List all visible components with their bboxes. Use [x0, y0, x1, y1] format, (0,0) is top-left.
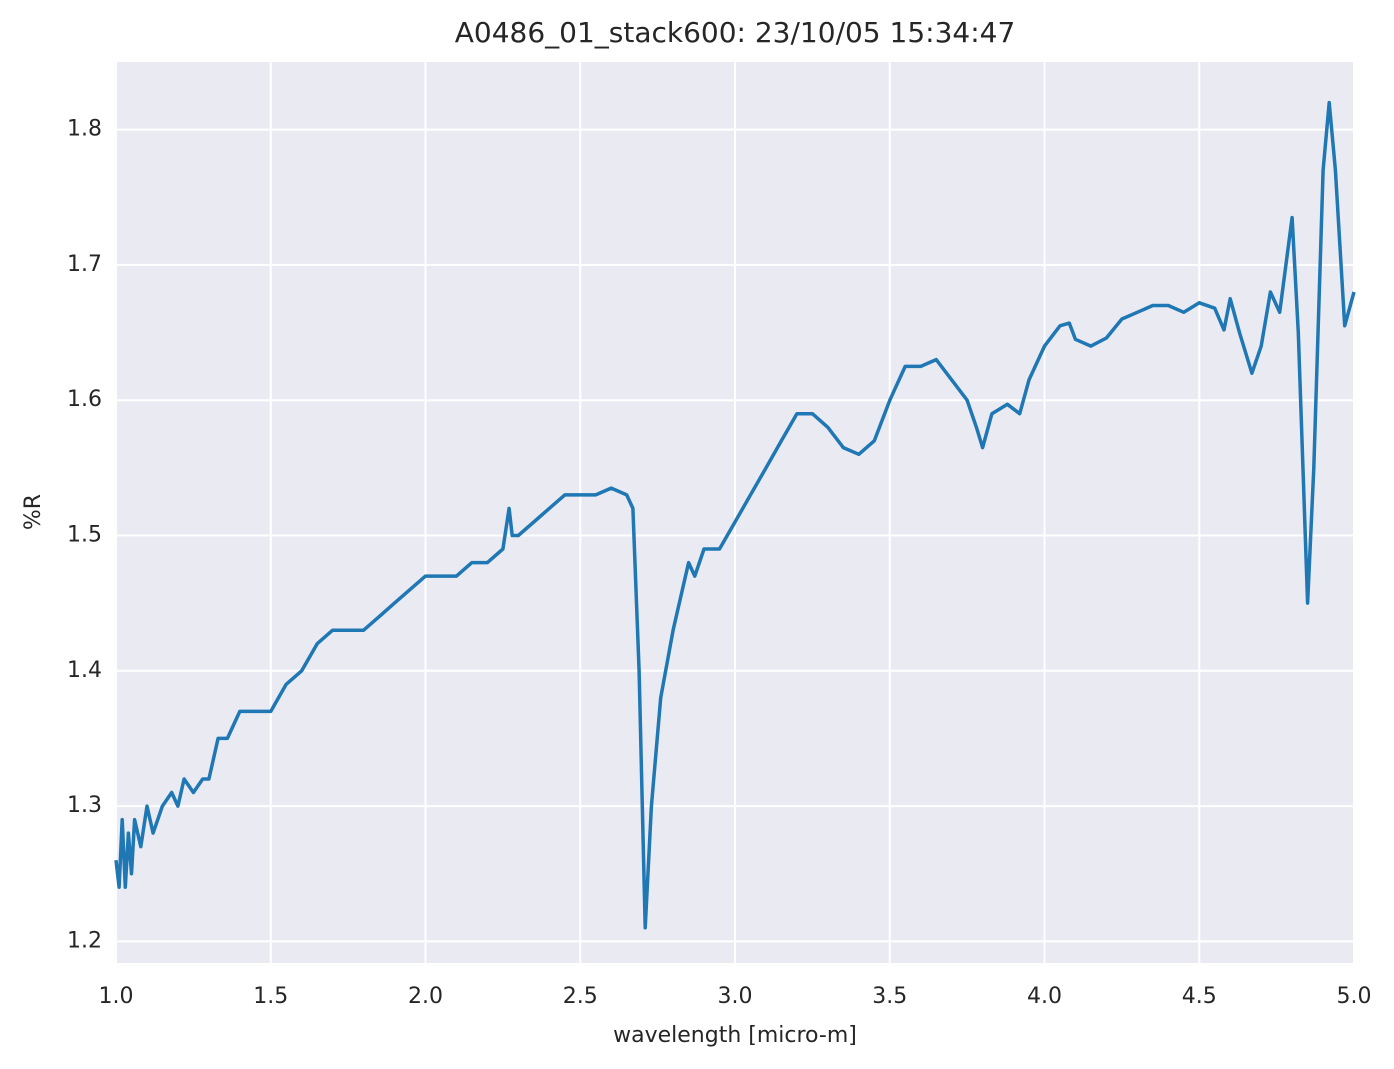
chart-title: A0486_01_stack600: 23/10/05 15:34:47 [455, 16, 1016, 49]
y-tick-label: 1.8 [67, 117, 102, 142]
x-tick-label: 2.0 [408, 984, 443, 1009]
y-axis-label: %R [21, 494, 46, 530]
x-tick-label: 1.0 [99, 984, 134, 1009]
x-tick-label: 1.5 [253, 984, 288, 1009]
x-axis-label: wavelength [micro-m] [613, 1023, 857, 1048]
y-tick-label: 1.7 [67, 252, 102, 277]
x-tick-label: 3.5 [872, 984, 907, 1009]
x-tick-label: 5.0 [1337, 984, 1372, 1009]
y-tick-label: 1.3 [67, 793, 102, 818]
y-tick-label: 1.5 [67, 522, 102, 547]
x-tick-label: 4.0 [1027, 984, 1062, 1009]
y-tick-label: 1.2 [67, 928, 102, 953]
data-line [114, 100, 1356, 930]
y-tick-label: 1.6 [67, 387, 102, 412]
x-tick-label: 3.0 [718, 984, 753, 1009]
x-tick-label: 4.5 [1182, 984, 1217, 1009]
y-tick-label: 1.4 [67, 658, 102, 683]
x-tick-label: 2.5 [563, 984, 598, 1009]
